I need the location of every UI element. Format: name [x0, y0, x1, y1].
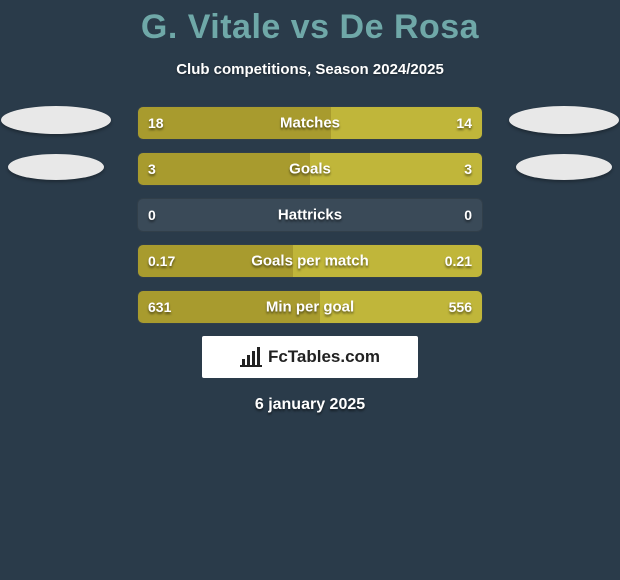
stat-right-value: 556: [449, 299, 472, 315]
bar-right: [310, 153, 482, 185]
stat-label: Hattricks: [278, 207, 342, 224]
footer-date: 6 january 2025: [0, 396, 620, 414]
stat-left-value: 631: [148, 299, 171, 315]
chart-icon: [240, 347, 262, 367]
player-ellipse: [8, 154, 104, 180]
stat-row: 18 14 Matches: [137, 106, 483, 140]
brand-text: FcTables.com: [268, 347, 380, 367]
stat-label: Matches: [280, 115, 340, 132]
stat-right-value: 14: [456, 115, 472, 131]
stat-left-value: 18: [148, 115, 164, 131]
subtitle: Club competitions, Season 2024/2025: [0, 61, 620, 78]
stat-label: Goals: [289, 161, 331, 178]
stat-left-value: 0.17: [148, 253, 175, 269]
page-title: G. Vitale vs De Rosa: [0, 0, 620, 47]
left-player-badges: [0, 106, 116, 200]
player-ellipse: [1, 106, 111, 134]
stat-row: 0.17 0.21 Goals per match: [137, 244, 483, 278]
stat-label: Goals per match: [251, 253, 369, 270]
bar-left: [138, 153, 310, 185]
player-ellipse: [509, 106, 619, 134]
right-player-badges: [504, 106, 620, 200]
player-ellipse: [516, 154, 612, 180]
stat-right-value: 3: [464, 161, 472, 177]
comparison-content: 18 14 Matches 3 3 Goals 0 0 Hattricks 0.17 0.21 Goa…: [0, 106, 620, 414]
stat-row: 3 3 Goals: [137, 152, 483, 186]
stat-rows: 18 14 Matches 3 3 Goals 0 0 Hattricks 0.17 0.21 Goa…: [137, 106, 483, 324]
stat-right-value: 0.21: [445, 253, 472, 269]
stat-left-value: 0: [148, 207, 156, 223]
stat-label: Min per goal: [266, 299, 354, 316]
stat-right-value: 0: [464, 207, 472, 223]
stat-row: 0 0 Hattricks: [137, 198, 483, 232]
stat-row: 631 556 Min per goal: [137, 290, 483, 324]
brand-box: FcTables.com: [202, 336, 418, 378]
stat-left-value: 3: [148, 161, 156, 177]
